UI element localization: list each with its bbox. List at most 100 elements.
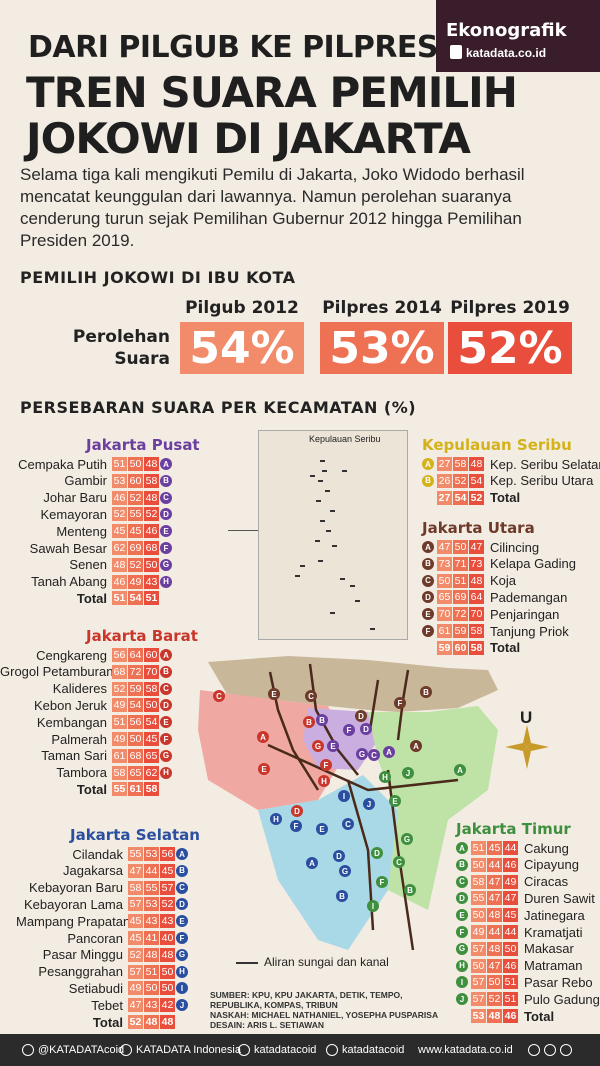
vote-cell: 52: [487, 992, 502, 1007]
map-marker: D: [371, 847, 383, 859]
district-name: Menteng: [56, 523, 107, 539]
district-row: A 47 50 47 Cilincing: [422, 539, 539, 555]
vote-cell: 46: [503, 958, 518, 973]
district-name: Kembangan: [36, 714, 107, 730]
vote-cell: 65: [437, 590, 452, 605]
vote-cell: 51: [112, 457, 127, 471]
district-key: H: [160, 575, 172, 588]
district-key: B: [422, 474, 434, 487]
vote-cell: 61: [112, 748, 127, 763]
map-marker: C: [305, 690, 317, 702]
district-row: Grogol Petamburan 68 72 70 B: [0, 664, 172, 680]
vote-cell: 47: [128, 863, 143, 878]
map-marker: A: [383, 746, 395, 758]
vote-cell: 59: [128, 681, 143, 696]
footer-website[interactable]: www.katadata.co.id: [418, 1044, 513, 1056]
district-name: Kelapa Gading: [490, 556, 577, 572]
map-marker: H: [379, 771, 391, 783]
footer-facebook[interactable]: KATADATA Indonesia: [120, 1044, 241, 1056]
region-title: Jakarta Pusat: [86, 436, 200, 454]
source-line: SUMBER: KPU, KPU JAKARTA, DETIK, TEMPO,: [210, 990, 403, 1000]
district-row: G 57 48 50 Makasar: [456, 941, 574, 957]
district-key: C: [456, 875, 468, 888]
map-marker: I: [367, 900, 379, 912]
district-row: D 55 47 47 Duren Sawit: [456, 890, 595, 906]
district-name: Sawah Besar: [29, 540, 107, 556]
footer-text: www.katadata.co.id: [418, 1044, 513, 1056]
district-name: Kebayoran Baru: [29, 880, 123, 896]
district-row: Senen 48 52 50 G: [0, 557, 172, 573]
district-key: B: [456, 858, 468, 871]
district-row: Sawah Besar 62 69 68 F: [0, 540, 172, 556]
vote-cell: 60: [144, 648, 159, 662]
map-marker: F: [320, 759, 332, 771]
district-name: Kebon Jeruk: [34, 697, 107, 713]
vote-cell: 50: [471, 857, 486, 872]
map-marker: D: [360, 723, 372, 735]
district-key: A: [160, 458, 172, 470]
vote-cell: 49: [112, 732, 127, 746]
district-key: F: [422, 625, 434, 637]
vote-cell: 71: [453, 556, 468, 571]
district-name: Kep. Seribu Selatan: [490, 456, 600, 472]
vote-cell: 48: [487, 1009, 502, 1023]
vote-cell: 50: [144, 557, 159, 572]
total-row: Total 51 54 51: [0, 590, 172, 606]
map-marker: C: [213, 690, 225, 702]
district-row: J 57 52 51 Pulo Gadung: [456, 991, 600, 1007]
district-name: Koja: [490, 573, 517, 589]
vote-cell: 55: [144, 880, 159, 895]
facebook-icon: [120, 1044, 132, 1056]
vote-cell: 47: [487, 891, 502, 906]
vote-cell: 42: [160, 998, 175, 1013]
vote-cell: 47: [128, 998, 143, 1013]
vote-cell: 50: [160, 981, 175, 996]
source-line: DESAIN: ARIS L. SETIAWAN: [210, 1020, 324, 1030]
vote-cell: 48: [469, 457, 484, 471]
vote-cell: 50: [160, 964, 175, 979]
vote-cell: 58: [112, 765, 127, 780]
district-row: Taman Sari 61 68 65 G: [0, 748, 172, 764]
district-key: A: [176, 848, 188, 860]
island-icon: [316, 500, 321, 502]
vote-cell: 45: [487, 841, 502, 855]
district-row: Kebayoran Baru 58 55 57 C: [16, 880, 188, 896]
district-name: Matraman: [524, 958, 583, 974]
vote-cell: 58: [144, 473, 159, 488]
map-marker: E: [268, 688, 280, 700]
district-row: H 50 47 46 Matraman: [456, 958, 583, 974]
vote-cell: 47: [487, 874, 502, 889]
district-name: Palmerah: [51, 731, 107, 747]
island-icon: [318, 480, 323, 482]
district-key: C: [160, 682, 172, 695]
map-marker: F: [290, 820, 302, 832]
vote-cell: 57: [471, 975, 486, 990]
map-marker: G: [356, 748, 368, 760]
vote-cell: 50: [453, 540, 468, 554]
district-name: Pasar Rebo: [524, 974, 593, 990]
district-row: Mampang Prapatan 45 43 43 E: [16, 913, 188, 929]
district-row: I 57 50 51 Pasar Rebo: [456, 974, 593, 990]
by-icon: [544, 1044, 556, 1056]
district-name: Cilandak: [72, 846, 123, 862]
vote-cell: 49: [112, 698, 127, 713]
instagram-icon: [238, 1044, 250, 1056]
vote-cell: 52: [128, 557, 143, 572]
vote-cell: 60: [453, 640, 468, 655]
vote-cell: 44: [503, 925, 518, 939]
district-row: Pasar Minggu 52 48 48 G: [16, 947, 188, 963]
vote-cell: 51: [471, 841, 486, 855]
vote-cell: 48: [487, 941, 502, 956]
footer-instagram[interactable]: katadatacoid: [238, 1044, 316, 1056]
footer-youtube[interactable]: katadatacoid: [326, 1044, 404, 1056]
vote-cell: 50: [144, 981, 159, 996]
footer-twitter[interactable]: @KATADATAcoid: [22, 1044, 124, 1056]
district-row: F 61 59 58 Tanjung Priok: [422, 623, 569, 639]
district-name: Duren Sawit: [524, 890, 595, 906]
vote-cell: 51: [144, 964, 159, 979]
vote-cell: 50: [471, 958, 486, 973]
title-line-2: JOKOWI DI JAKARTA: [26, 114, 471, 163]
footer-text: katadatacoid: [342, 1044, 405, 1056]
district-name: Kramatjati: [524, 924, 583, 940]
vote-cell: 45: [112, 524, 127, 539]
